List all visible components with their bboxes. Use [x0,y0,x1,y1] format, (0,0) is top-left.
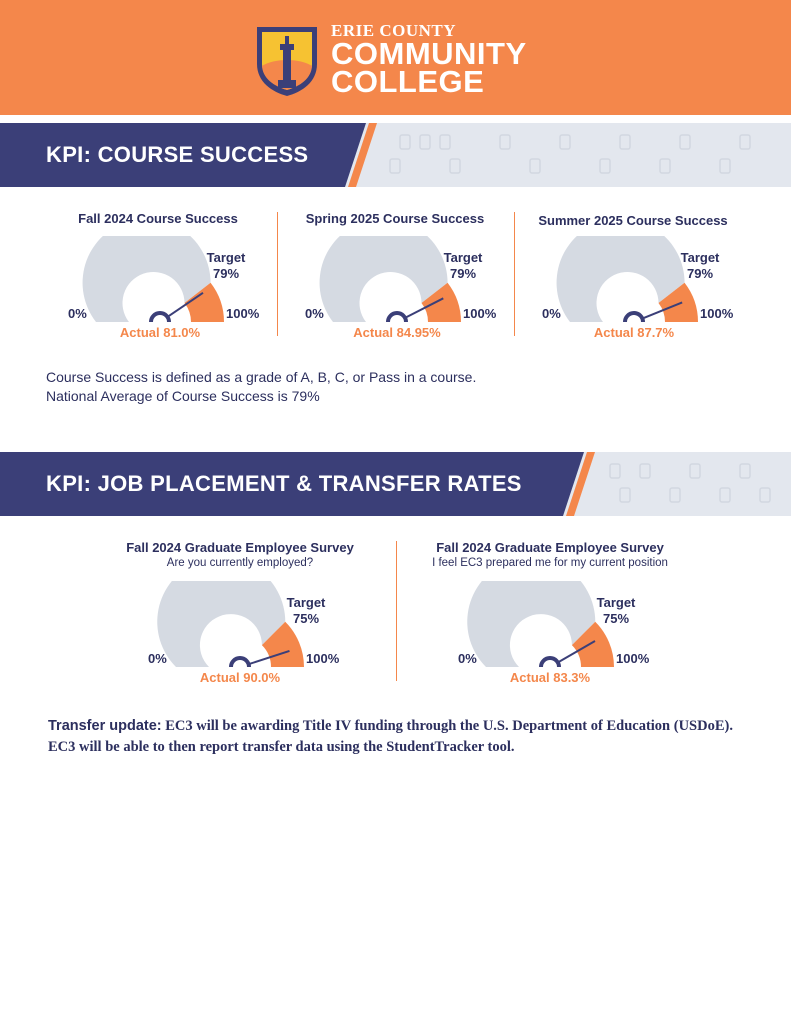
gauge-actual-value: Actual 84.95% [353,325,441,340]
gauge-hub [539,656,561,668]
gauge-hub [386,311,408,323]
transfer-update-text: EC3 will be awarding Title IV funding th… [48,718,733,755]
band-background [0,452,771,516]
transfer-update-lead: Transfer update: [48,718,162,734]
gauge-hub [149,311,171,323]
wordmark-line-1: ERIE COUNTY [331,21,456,40]
column-divider [396,541,397,681]
page-header: ERIE COUNTY COMMUNITY COLLEGE [0,0,791,115]
gauge-target-zone [184,282,224,322]
gauge-max-label: 100% [226,306,260,321]
gauge-title: Fall 2024 Graduate Employee Survey [126,540,354,555]
gauge-track [319,236,448,322]
course-success-notes: Course Success is defined as a grade of … [46,368,476,406]
gauge-target-label: Target [206,250,246,265]
gauge-min-label: 0% [305,306,324,321]
gauge-min-label: 0% [68,306,87,321]
gauge-svg [556,236,698,323]
gauge-prepared-for-position: 0% 100% Target 75% Actual 83.3% [450,581,670,685]
gauge-target-label: Target [596,595,636,610]
gauge-max-label: 100% [463,306,497,321]
gauge-target-zone [571,621,614,667]
gauge-subtitle: Are you currently employed? [166,557,314,569]
gauge-actual-value: Actual 81.0% [119,325,201,340]
gauge-target-value: 79% [212,266,240,281]
column-divider [514,212,515,336]
gauge-hub [623,311,645,323]
gauge-target-label: Target [443,250,483,265]
wordmark-line-2: COMMUNITY [331,36,527,71]
section-title: KPI: COURSE SUCCESS [46,142,309,167]
section-band-course-success: KPI: COURSE SUCCESS [0,123,791,187]
gauge-summer-2025-course-success: 0% 100% Target 79% Actual 87.7% [534,236,754,340]
column-divider [277,212,278,336]
gauge-actual-value: Actual 87.7% [593,325,675,340]
gauge-needle [641,301,683,320]
gauge-needle [248,649,290,666]
gauge-min-label: 0% [542,306,561,321]
gauge-title: Summer 2025 Course Success [538,213,728,228]
gauge-track [556,236,685,322]
note-national-average: National Average of Course Success is 79… [46,388,320,404]
note-definition: Course Success is defined as a grade of … [46,369,477,385]
gauge-title: Spring 2025 Course Success [305,211,485,226]
gauge-title: Fall 2024 Graduate Employee Survey [436,540,664,555]
gauge-svg [157,581,304,668]
gauge-min-label: 0% [148,651,167,666]
gauge-actual-value: Actual 83.3% [509,670,591,685]
gauge-target-value: 79% [449,266,477,281]
band-pattern [389,134,751,174]
gauge-track [157,581,286,667]
section-band-job-placement: KPI: JOB PLACEMENT & TRANSFER RATES [0,452,791,516]
band-background [0,123,751,187]
gauge-min-label: 0% [458,651,477,666]
transfer-update: Transfer update: EC3 will be awarding Ti… [48,716,748,758]
gauge-actual-value: Actual 90.0% [199,670,281,685]
section-title: KPI: JOB PLACEMENT & TRANSFER RATES [46,471,522,496]
gauge-target-value: 75% [292,611,320,626]
gauge-svg [82,236,224,323]
gauge-target-value: 75% [602,611,630,626]
gauge-title: Fall 2024 Course Success [78,211,238,226]
gauge-target-zone [421,282,461,322]
gauge-needle [166,291,204,318]
gauge-needle [404,297,444,319]
gauge-hub [229,656,251,668]
gauge-svg [319,236,461,323]
gauge-max-label: 100% [306,651,340,666]
gauge-svg [467,581,614,668]
gauge-fall-2024-course-success: 0% 100% Target 79% Actual 81.0% [60,236,280,340]
gauge-target-value: 79% [686,266,714,281]
gauge-track [467,581,596,667]
gauge-max-label: 100% [616,651,650,666]
gauge-target-label: Target [680,250,720,265]
college-wordmark: ERIE COUNTY COMMUNITY COLLEGE [331,21,527,99]
gauge-currently-employed: 0% 100% Target 75% Actual 90.0% [140,581,360,685]
band-pattern [609,463,771,503]
gauge-subtitle: I feel EC3 prepared me for my current po… [432,557,668,569]
gauge-track [82,236,211,322]
gauge-needle [557,640,596,664]
college-shield-logo [257,27,317,96]
gauge-target-label: Target [286,595,326,610]
gauge-max-label: 100% [700,306,734,321]
wordmark-line-3: COLLEGE [331,64,485,99]
gauge-target-zone [658,282,698,322]
gauge-spring-2025-course-success: 0% 100% Target 79% Actual 84.95% [297,236,517,340]
